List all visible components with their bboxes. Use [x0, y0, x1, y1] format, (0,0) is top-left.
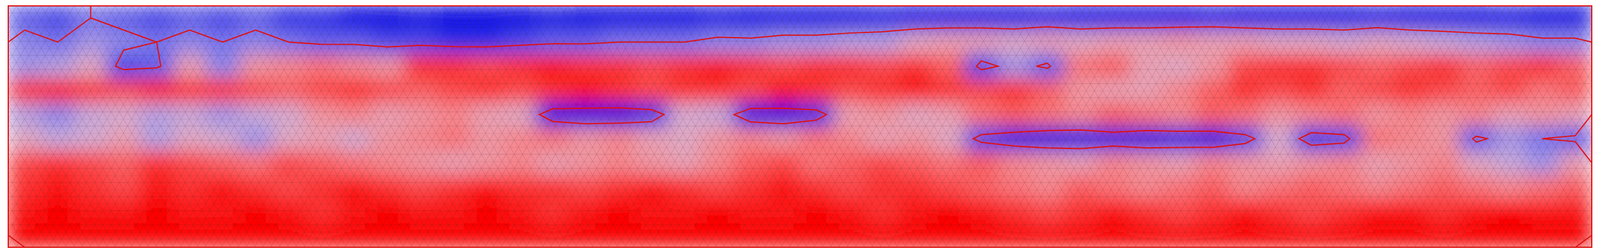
plot-area — [8, 5, 1593, 248]
contours — [8, 5, 1592, 247]
cells — [8, 5, 1592, 247]
plot-clip-group — [8, 5, 1592, 247]
chart — [0, 0, 1600, 252]
mesh — [8, 5, 1592, 247]
contour-line — [8, 5, 1592, 247]
plot-frame — [8, 5, 1592, 247]
